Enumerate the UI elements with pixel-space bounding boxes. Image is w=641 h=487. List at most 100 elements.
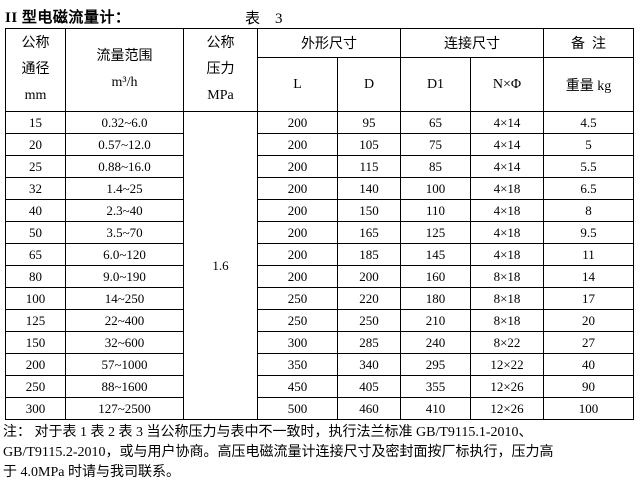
cell-d1: 160 [400,265,471,288]
table-row: 250 88~1600 450 405 355 12×26 90 [5,375,634,398]
footer-note: 注： 对于表 1 表 2 表 3 当公称压力与表中不一致时，执行法兰标准 GB/… [3,425,554,480]
cell-range: 32~600 [65,331,184,354]
cell-range: 0.88~16.0 [65,155,184,178]
cell-d1: 85 [400,155,471,178]
table-body: 15 0.32~6.0 1.6 200 95 65 4×14 4.5 20 0.57~12.0 20… [5,111,634,420]
table-row: 40 2.3~40 200 150 110 4×18 8 [5,199,634,222]
header-row-top: 公称 通径 mm 流量范围 m³/h 公称 压力 MPa 外形尺寸 连接尺寸 备… [5,28,634,112]
cell-weight: 100 [543,397,634,420]
cell-l: 200 [257,243,338,266]
cell-dn: 50 [5,221,66,244]
cell-weight: 40 [543,353,634,376]
cell-d: 285 [337,331,401,354]
cell-pressure: 1.6 [183,111,258,420]
cell-d: 95 [337,111,401,134]
cell-dn: 15 [5,111,66,134]
cell-range: 0.57~12.0 [65,133,184,156]
cell-range: 127~2500 [65,397,184,420]
cell-d: 140 [337,177,401,200]
cell-dn: 40 [5,199,66,222]
table-row: 125 22~400 250 250 210 8×18 20 [5,309,634,332]
page-title: II 型电磁流量计： [5,10,131,26]
cell-weight: 90 [543,375,634,398]
table-row: 200 57~1000 350 340 295 12×22 40 [5,353,634,376]
cell-n_phi: 4×14 [470,133,544,156]
cell-d: 405 [337,375,401,398]
cell-dn: 65 [5,243,66,266]
cell-n_phi: 4×18 [470,243,544,266]
cell-n_phi: 12×26 [470,375,544,398]
cell-l: 350 [257,353,338,376]
cell-dn: 300 [5,397,66,420]
table-row: 300 127~2500 500 460 410 12×26 100 [5,397,634,420]
cell-dn: 32 [5,177,66,200]
cell-d: 460 [337,397,401,420]
cell-n_phi: 4×18 [470,199,544,222]
cell-range: 1.4~25 [65,177,184,200]
cell-d1: 210 [400,309,471,332]
cell-dn: 100 [5,287,66,310]
table-row: 100 14~250 250 220 180 8×18 17 [5,287,634,310]
table-row: 50 3.5~70 200 165 125 4×18 9.5 [5,221,634,244]
header-pressure: 公称 压力 MPa [183,28,258,112]
cell-d1: 355 [400,375,471,398]
cell-d1: 125 [400,221,471,244]
cell-n_phi: 12×22 [470,353,544,376]
cell-range: 88~1600 [65,375,184,398]
cell-n_phi: 4×14 [470,111,544,134]
cell-d: 105 [337,133,401,156]
cell-range: 2.3~40 [65,199,184,222]
cell-l: 200 [257,133,338,156]
title-row: II 型电磁流量计： 表 3 [0,0,641,28]
table-row: 15 0.32~6.0 1.6 200 95 65 4×14 4.5 [5,111,634,420]
header-remark-group: 备 注 [543,28,634,58]
cell-dn: 250 [5,375,66,398]
cell-weight: 5 [543,133,634,156]
header-dn: 公称 通径 mm [5,28,66,112]
table-caption: 表 3 [245,11,283,27]
cell-d: 165 [337,221,401,244]
cell-d: 250 [337,309,401,332]
cell-dn: 20 [5,133,66,156]
cell-d: 340 [337,353,401,376]
cell-weight: 6.5 [543,177,634,200]
cell-l: 200 [257,155,338,178]
cell-l: 250 [257,309,338,332]
header-n-phi: N×Φ [470,57,544,112]
cell-n_phi: 12×26 [470,397,544,420]
cell-range: 0.32~6.0 [65,111,184,134]
header-d1: D1 [400,57,471,112]
cell-l: 300 [257,331,338,354]
cell-dn: 150 [5,331,66,354]
cell-n_phi: 8×18 [470,287,544,310]
cell-d1: 145 [400,243,471,266]
cell-d1: 240 [400,331,471,354]
cell-d: 115 [337,155,401,178]
cell-l: 250 [257,287,338,310]
header-d: D [337,57,401,112]
cell-dn: 125 [5,309,66,332]
header-l: L [257,57,338,112]
cell-l: 200 [257,111,338,134]
cell-weight: 8 [543,199,634,222]
cell-n_phi: 8×18 [470,265,544,288]
header-dimensions-group: 外形尺寸 [257,28,401,58]
cell-weight: 14 [543,265,634,288]
cell-d: 220 [337,287,401,310]
cell-weight: 27 [543,331,634,354]
header-connection-group: 连接尺寸 [400,28,544,58]
header-flow-range: 流量范围 m³/h [65,28,184,112]
table-row: 150 32~600 300 285 240 8×22 27 [5,331,634,354]
cell-range: 57~1000 [65,353,184,376]
cell-l: 200 [257,265,338,288]
cell-d1: 65 [400,111,471,134]
cell-l: 500 [257,397,338,420]
cell-n_phi: 8×22 [470,331,544,354]
cell-n_phi: 4×14 [470,155,544,178]
table-row: 80 9.0~190 200 200 160 8×18 14 [5,265,634,288]
cell-dn: 25 [5,155,66,178]
header-weight: 重量 kg [543,57,634,112]
cell-range: 22~400 [65,309,184,332]
cell-d1: 100 [400,177,471,200]
cell-range: 14~250 [65,287,184,310]
